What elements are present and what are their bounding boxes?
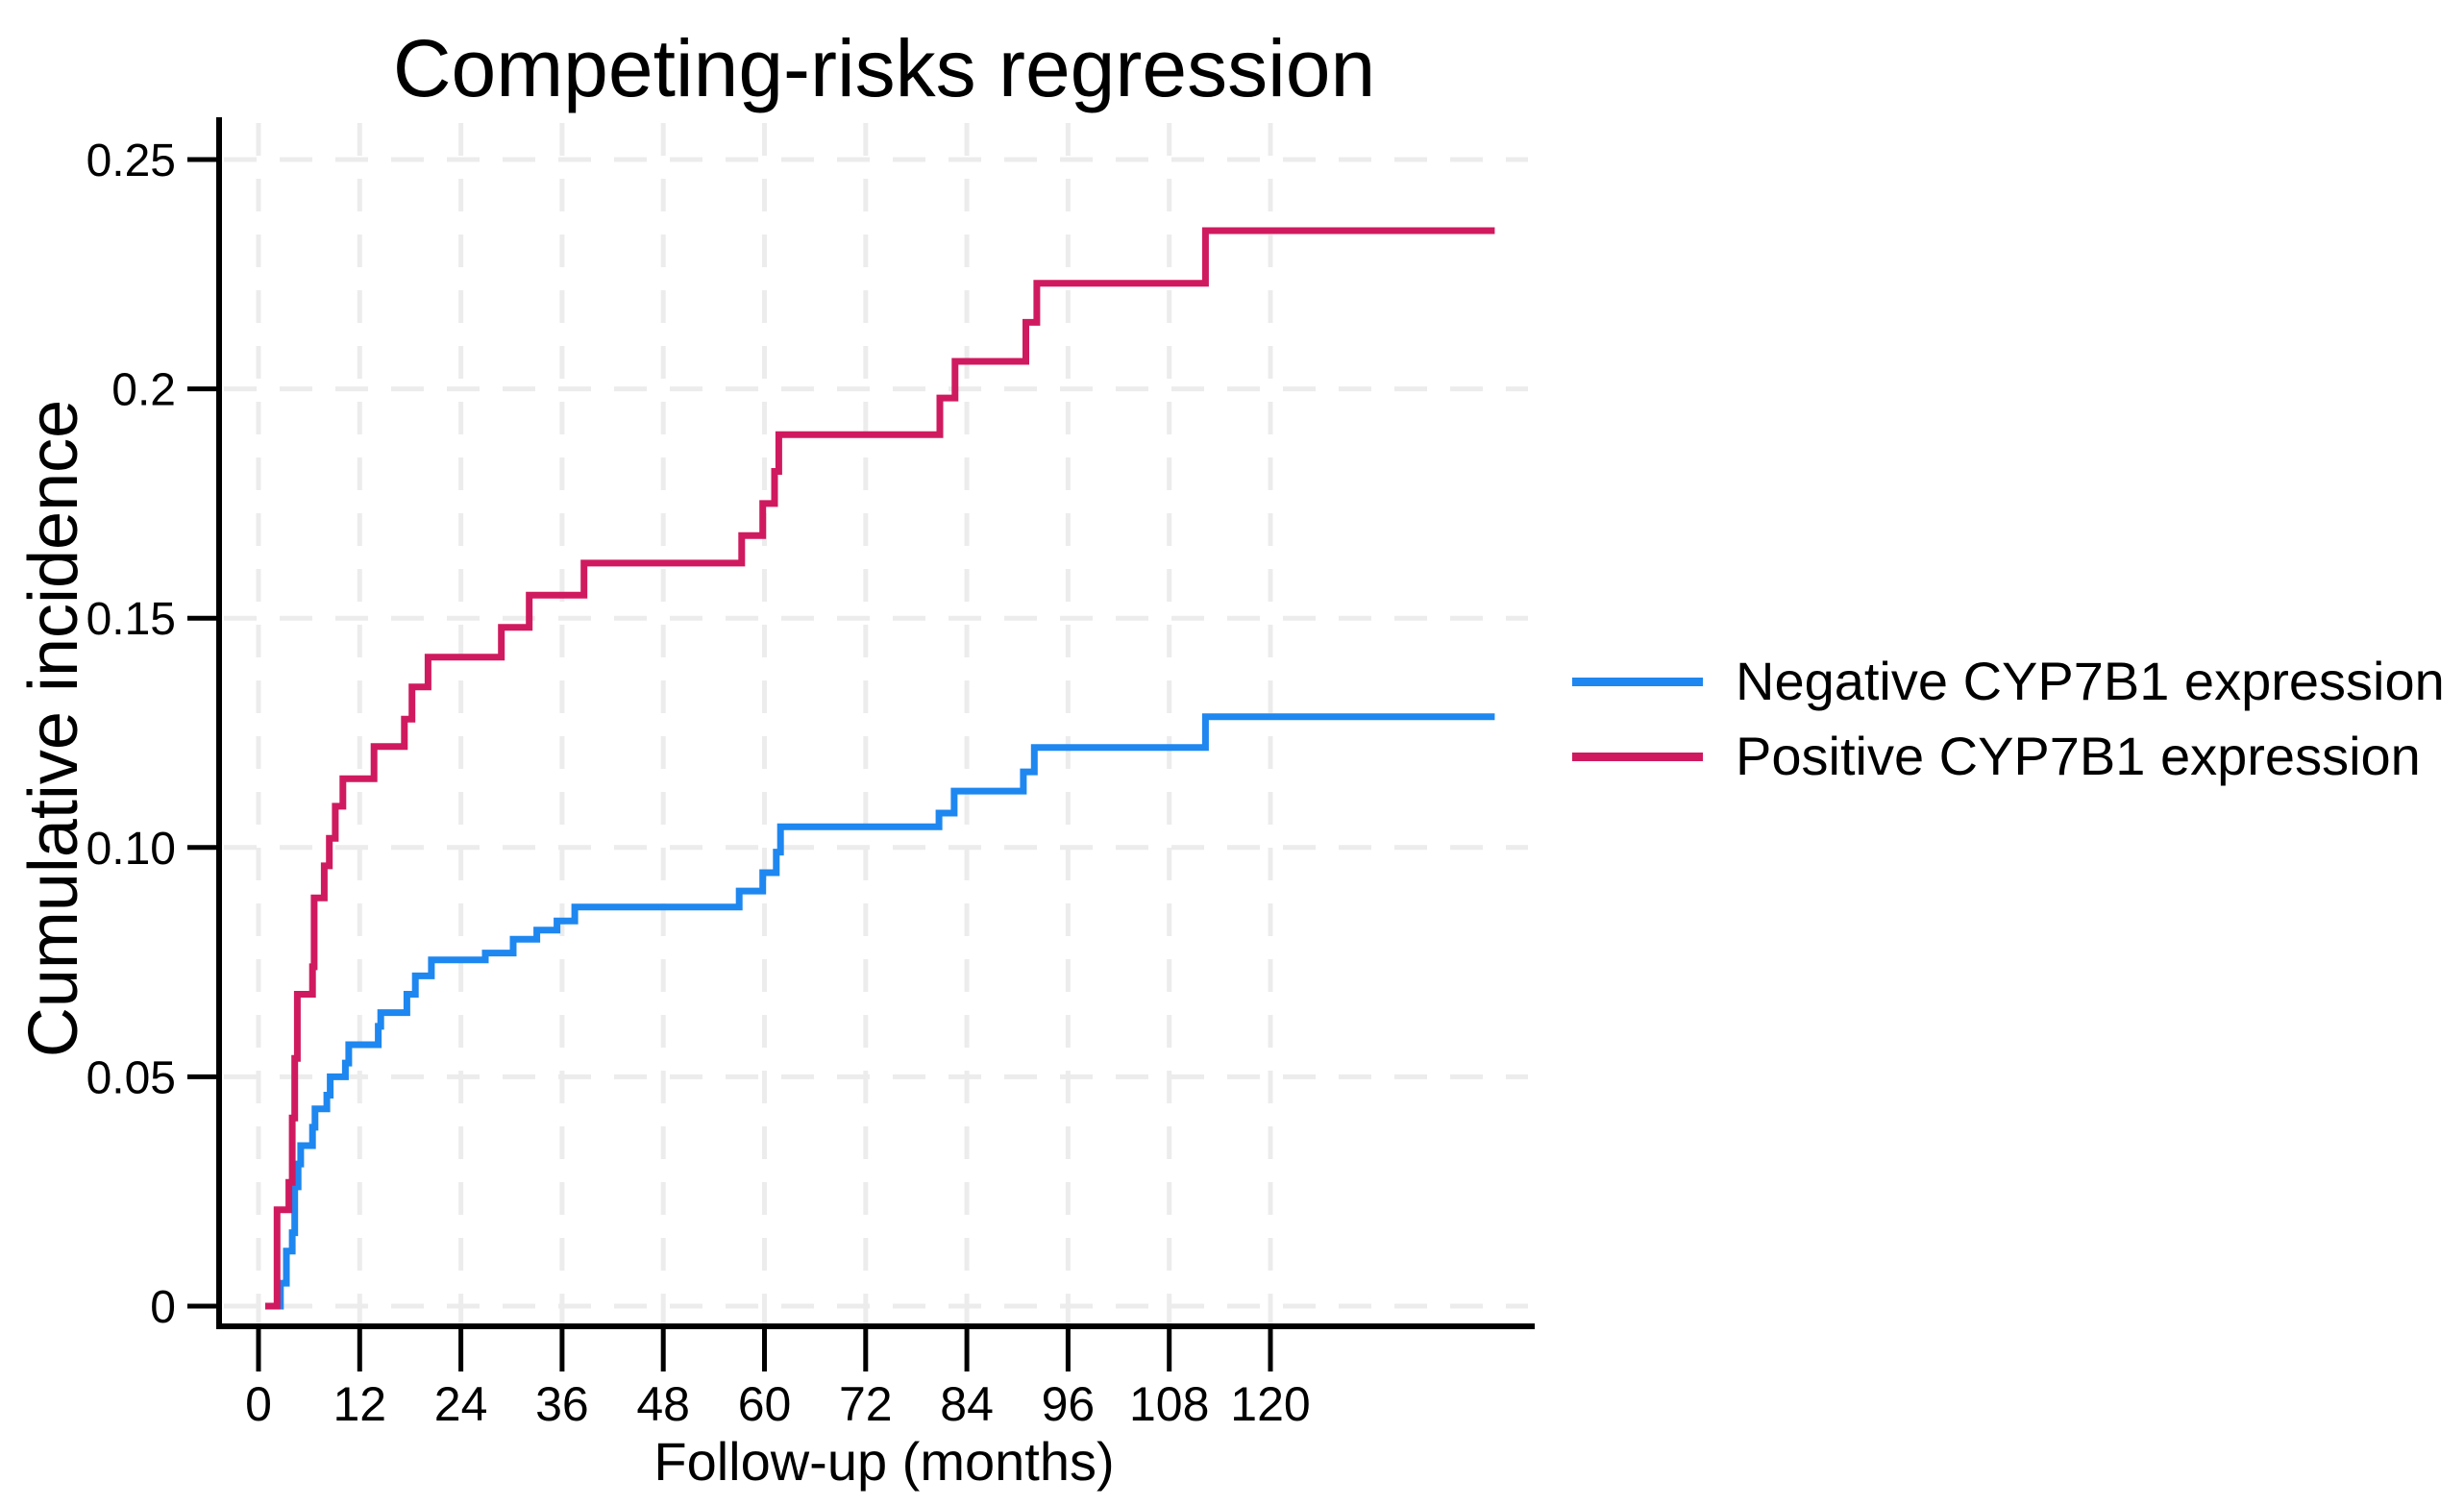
chart-title: Competing-risks regression xyxy=(393,23,1375,113)
x-axis-title: Follow-up (months) xyxy=(653,1431,1114,1492)
x-tick-label: 12 xyxy=(333,1377,386,1431)
x-tick-label: 48 xyxy=(636,1377,690,1431)
x-tick-label: 60 xyxy=(738,1377,792,1431)
x-tick-label: 120 xyxy=(1230,1377,1310,1431)
legend-item-negative: Negative CYP7B1 expression xyxy=(1572,648,2445,715)
negative-series-line-icon xyxy=(1572,677,1703,686)
legend-label-positive: Positive CYP7B1 expression xyxy=(1736,726,2421,786)
legend-label-negative: Negative CYP7B1 expression xyxy=(1736,651,2445,711)
y-axis-title: Cumulative incidence xyxy=(15,400,92,1057)
series-lines xyxy=(265,227,1495,1310)
negative-series-line xyxy=(275,713,1495,1310)
x-tick-label: 108 xyxy=(1129,1377,1209,1431)
x-tick-label: 96 xyxy=(1042,1377,1096,1431)
y-tick-label: 0.05 xyxy=(86,1052,176,1103)
legend: Negative CYP7B1 expression Positive CYP7… xyxy=(1572,648,2445,790)
y-tick-label: 0.15 xyxy=(86,594,176,645)
y-tick-label: 0.25 xyxy=(86,136,176,186)
x-tick-label: 36 xyxy=(535,1377,589,1431)
x-tick-label: 24 xyxy=(434,1377,488,1431)
y-tick-label: 0.2 xyxy=(111,365,176,416)
x-tick-label: 72 xyxy=(839,1377,893,1431)
x-tick-label: 84 xyxy=(940,1377,994,1431)
y-tick-label: 0 xyxy=(150,1282,176,1333)
positive-series-line xyxy=(265,227,1495,1310)
y-tick-label: 0.10 xyxy=(86,824,176,875)
gridlines xyxy=(224,123,1528,1324)
x-tick-label: 0 xyxy=(245,1377,272,1431)
tick-labels: 0 12 24 36 48 60 72 84 96 108 120 0 0.05 0.10 0.15 0.2 0… xyxy=(86,136,1311,1431)
legend-item-positive: Positive CYP7B1 expression xyxy=(1572,723,2445,790)
axes xyxy=(187,117,1535,1371)
positive-series-line-icon xyxy=(1572,752,1703,761)
